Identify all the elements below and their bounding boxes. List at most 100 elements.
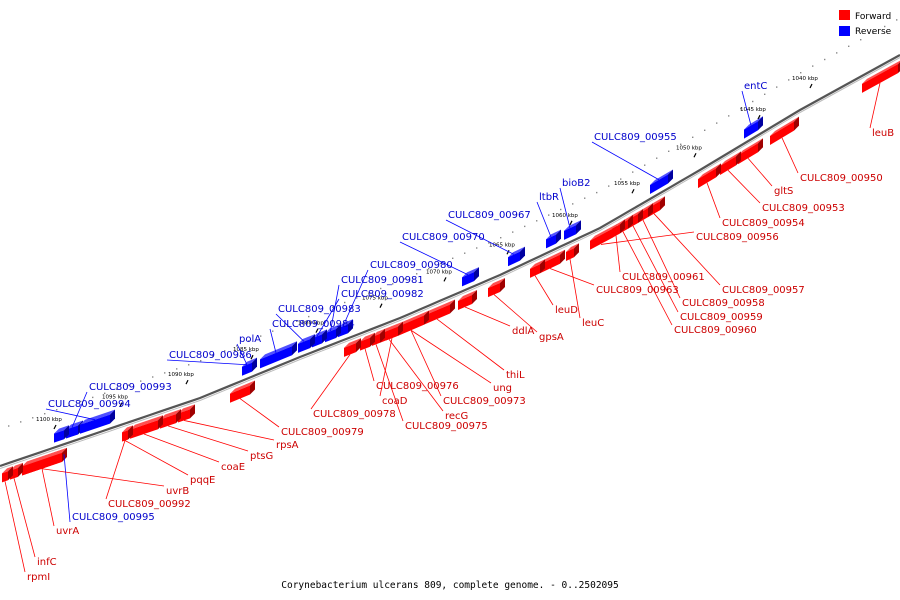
leader-line <box>342 269 369 327</box>
backbone-dots <box>8 19 898 427</box>
gene-f-2-gene[interactable] <box>738 143 758 165</box>
gene-label-thil[interactable]: thiL <box>506 370 525 381</box>
gene-label-culc809-00955[interactable]: CULC809_00955 <box>594 132 677 143</box>
guide-dot <box>512 231 514 233</box>
gene-label-ung[interactable]: ung <box>493 383 512 394</box>
gene-label-culc809-00984[interactable]: CULC809_00984 <box>272 319 355 330</box>
gene-label-pola[interactable]: polA <box>239 334 261 345</box>
gene-label-culc809-00970[interactable]: CULC809_00970 <box>402 232 485 243</box>
gene-label-uvrb[interactable]: uvrB <box>166 486 189 497</box>
gene-f-24-gene[interactable] <box>230 385 250 403</box>
gene-f-22-gene[interactable] <box>386 326 398 341</box>
gene-f-27-gene[interactable] <box>130 420 158 439</box>
gene-f-3-gene[interactable] <box>720 156 736 175</box>
gene-label-rpmi[interactable]: rpmI <box>27 572 50 583</box>
gene-label-culc809-00950[interactable]: CULC809_00950 <box>800 173 883 184</box>
gene-f-21-gene[interactable] <box>360 337 370 351</box>
gene-label-culc809-00958[interactable]: CULC809_00958 <box>682 298 765 309</box>
guide-dot <box>236 345 238 347</box>
gene-label-uvra[interactable]: uvrA <box>56 526 79 537</box>
gene-label-culc809-00953[interactable]: CULC809_00953 <box>762 203 845 214</box>
gene-label-infc[interactable]: infC <box>37 557 57 568</box>
gene-f-5-gene-top <box>590 224 617 241</box>
gene-5-gene-side <box>474 267 479 282</box>
gene-label-coae[interactable]: coaE <box>221 462 245 473</box>
guide-dot <box>656 157 658 159</box>
gene-label-culc809-00959[interactable]: CULC809_00959 <box>680 312 763 323</box>
gene-f-33-gene-side <box>8 466 13 481</box>
gene-7-gene[interactable] <box>325 328 336 343</box>
guide-dot <box>704 129 706 131</box>
gene-f-1-gene[interactable] <box>770 121 794 145</box>
legend-reverse-swatch <box>839 26 850 36</box>
gene-label-culc809-00983[interactable]: CULC809_00983 <box>278 304 361 315</box>
gene-f-13-gene[interactable] <box>530 264 540 278</box>
gene-label-culc809-00961[interactable]: CULC809_00961 <box>622 272 705 283</box>
gene-3-gene[interactable] <box>546 234 556 249</box>
gene-f-31-gene[interactable] <box>22 452 62 476</box>
gene-label-culc809-00979[interactable]: CULC809_00979 <box>281 427 364 438</box>
gene-label-culc809-00967[interactable]: CULC809_00967 <box>448 210 531 221</box>
gene-label-rpsa[interactable]: rpsA <box>276 440 299 451</box>
gene-2-gene[interactable] <box>564 225 576 240</box>
gene-f-14-gene[interactable] <box>488 283 500 298</box>
gene-f-16-gene[interactable] <box>424 304 450 325</box>
gene-0-gene[interactable] <box>744 121 758 139</box>
gene-9-gene[interactable] <box>298 339 310 353</box>
gene-label-culc809-00973[interactable]: CULC809_00973 <box>443 396 526 407</box>
gene-1-gene[interactable] <box>650 174 668 194</box>
gene-label-ptsg[interactable]: ptsG <box>250 451 273 462</box>
gene-label-culc809-00976[interactable]: CULC809_00976 <box>376 381 459 392</box>
gene-label-recg[interactable]: recG <box>445 411 468 422</box>
guide-dot <box>308 315 310 318</box>
gene-label-biob2[interactable]: bioB2 <box>562 178 590 189</box>
gene-f-30-gene[interactable] <box>122 430 128 442</box>
gene-f-10-gene[interactable] <box>612 224 620 239</box>
gene-label-entc[interactable]: entC <box>744 81 767 92</box>
gene-f-23-gene[interactable] <box>344 343 356 357</box>
gene-10-gene[interactable] <box>260 346 292 369</box>
leader-line <box>869 82 881 129</box>
tick-label: 1055 kbp <box>614 181 640 187</box>
gene-label-culc809-00980[interactable]: CULC809_00980 <box>370 260 453 271</box>
gene-label-leuc[interactable]: leuC <box>582 318 604 329</box>
gene-label-culc809-00994[interactable]: CULC809_00994 <box>48 399 131 410</box>
gene-label-coad[interactable]: coaD <box>382 396 408 407</box>
gene-label-culc809-00956[interactable]: CULC809_00956 <box>696 232 779 243</box>
gene-label-culc809-00975[interactable]: CULC809_00975 <box>405 421 488 432</box>
gene-label-ltbr[interactable]: ltbR <box>539 192 559 203</box>
gene-label-culc809-00995[interactable]: CULC809_00995 <box>72 512 155 523</box>
gene-label-culc809-00981[interactable]: CULC809_00981 <box>341 275 424 286</box>
gene-f-15-gene[interactable] <box>458 295 472 311</box>
gene-label-culc809-00978[interactable]: CULC809_00978 <box>313 409 396 420</box>
gene-label-glts[interactable]: gltS <box>774 186 793 197</box>
gene-label-culc809-00963[interactable]: CULC809_00963 <box>596 285 679 296</box>
gene-f-0-gene[interactable] <box>862 64 898 93</box>
gene-f-11-gene[interactable] <box>540 254 560 274</box>
gene-label-gpsa[interactable]: gpsA <box>539 332 564 343</box>
gene-label-culc809-00986[interactable]: CULC809_00986 <box>169 350 252 361</box>
gene-label-culc809-00954[interactable]: CULC809_00954 <box>722 218 805 229</box>
gene-label-leub[interactable]: leuB <box>872 128 894 139</box>
gene-f-26-gene[interactable] <box>160 414 176 429</box>
gene-9-gene-top <box>298 334 315 344</box>
gene-14-gene[interactable] <box>80 414 110 434</box>
gene-15-gene[interactable] <box>54 430 64 443</box>
gene-f-33-gene[interactable] <box>2 471 8 483</box>
gene-11-gene[interactable] <box>242 362 252 376</box>
gene-label-ddla[interactable]: ddlA <box>512 326 534 337</box>
gene-f-12-gene[interactable] <box>566 248 574 261</box>
gene-f-4-gene[interactable] <box>698 168 716 189</box>
gene-label-culc809-00957[interactable]: CULC809_00957 <box>722 285 805 296</box>
gene-label-leud[interactable]: leuD <box>555 305 578 316</box>
gene-4-gene[interactable] <box>508 251 520 267</box>
gene-f-5-gene[interactable] <box>590 229 612 250</box>
gene-9-gene-side <box>310 334 315 349</box>
gene-label-culc809-00992[interactable]: CULC809_00992 <box>108 499 191 510</box>
gene-label-culc809-00993[interactable]: CULC809_00993 <box>89 382 172 393</box>
gene-label-culc809-00982[interactable]: CULC809_00982 <box>341 289 424 300</box>
gene-label-culc809-00960[interactable]: CULC809_00960 <box>674 325 757 336</box>
gene-label-pqqe[interactable]: pqqE <box>190 475 215 486</box>
gene-5-gene[interactable] <box>462 272 474 287</box>
gene-f-18-gene[interactable] <box>398 315 424 336</box>
